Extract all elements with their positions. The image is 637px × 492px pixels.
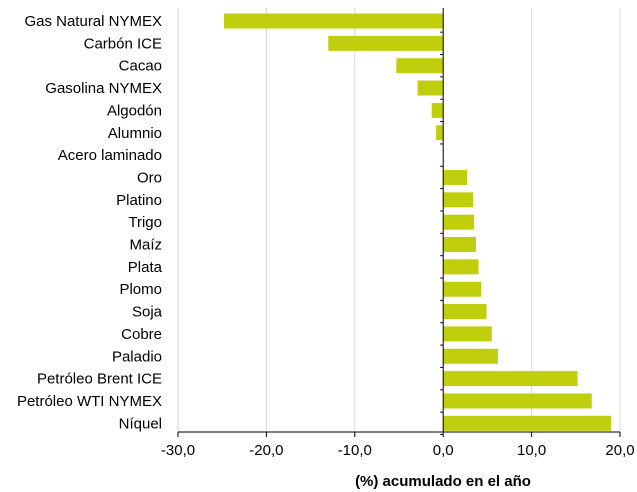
- x-tick-label: 20,0: [605, 442, 634, 459]
- category-label: Petróleo WTI NYMEX: [17, 393, 162, 410]
- axes: [177, 8, 621, 437]
- category-label: Trigo: [128, 214, 162, 231]
- bar: [443, 393, 592, 409]
- category-label: Carbón ICE: [84, 35, 162, 52]
- category-label: Acero laminado: [58, 147, 162, 164]
- category-label: Plomo: [119, 281, 162, 298]
- category-label: Algodón: [107, 102, 162, 119]
- category-label: Plata: [128, 259, 163, 276]
- x-axis-title: (%) acumulado en el año: [355, 473, 531, 490]
- category-label: Gas Natural NYMEX: [24, 13, 162, 30]
- category-labels: Gas Natural NYMEX Carbón ICE Cacao Gasolina…: [17, 13, 163, 432]
- bar: [443, 281, 482, 297]
- category-label: Petróleo Brent ICE: [37, 371, 162, 388]
- x-tick-label: -30,0: [161, 442, 195, 459]
- bar: [443, 214, 475, 230]
- bar: [443, 192, 474, 208]
- bar: [431, 102, 444, 118]
- x-tick-label: 0,0: [433, 442, 454, 459]
- category-label: Cobre: [121, 326, 162, 343]
- bar: [328, 35, 444, 51]
- gridlines: [177, 8, 621, 432]
- category-label: Gasolina NYMEX: [45, 80, 162, 97]
- category-label: Alumnio: [108, 125, 162, 142]
- category-label: Níquel: [119, 415, 162, 432]
- bar: [436, 125, 444, 141]
- bar: [443, 259, 479, 275]
- bar: [443, 415, 612, 431]
- category-label: Platino: [116, 192, 162, 209]
- bar: [223, 13, 444, 29]
- bar: [396, 58, 444, 74]
- bar: [443, 237, 476, 252]
- bar: [443, 304, 487, 320]
- x-tick-label: 10,0: [517, 442, 546, 459]
- bars: [223, 13, 612, 431]
- bar: [443, 326, 492, 342]
- category-label: Oro: [137, 169, 162, 186]
- category-label: Maíz: [129, 237, 162, 254]
- bar: [443, 348, 499, 364]
- bar: [443, 169, 468, 185]
- x-tick-label: -10,0: [338, 442, 372, 459]
- bar: [443, 371, 578, 387]
- category-label: Paladio: [112, 348, 162, 365]
- category-label: Soja: [132, 304, 163, 321]
- category-label: Cacao: [119, 58, 162, 75]
- x-tick-labels: -30,0 -20,0 -10,0 0,0 10,0 20,0: [161, 442, 635, 459]
- bar: [417, 80, 444, 96]
- x-tick-label: -20,0: [249, 442, 283, 459]
